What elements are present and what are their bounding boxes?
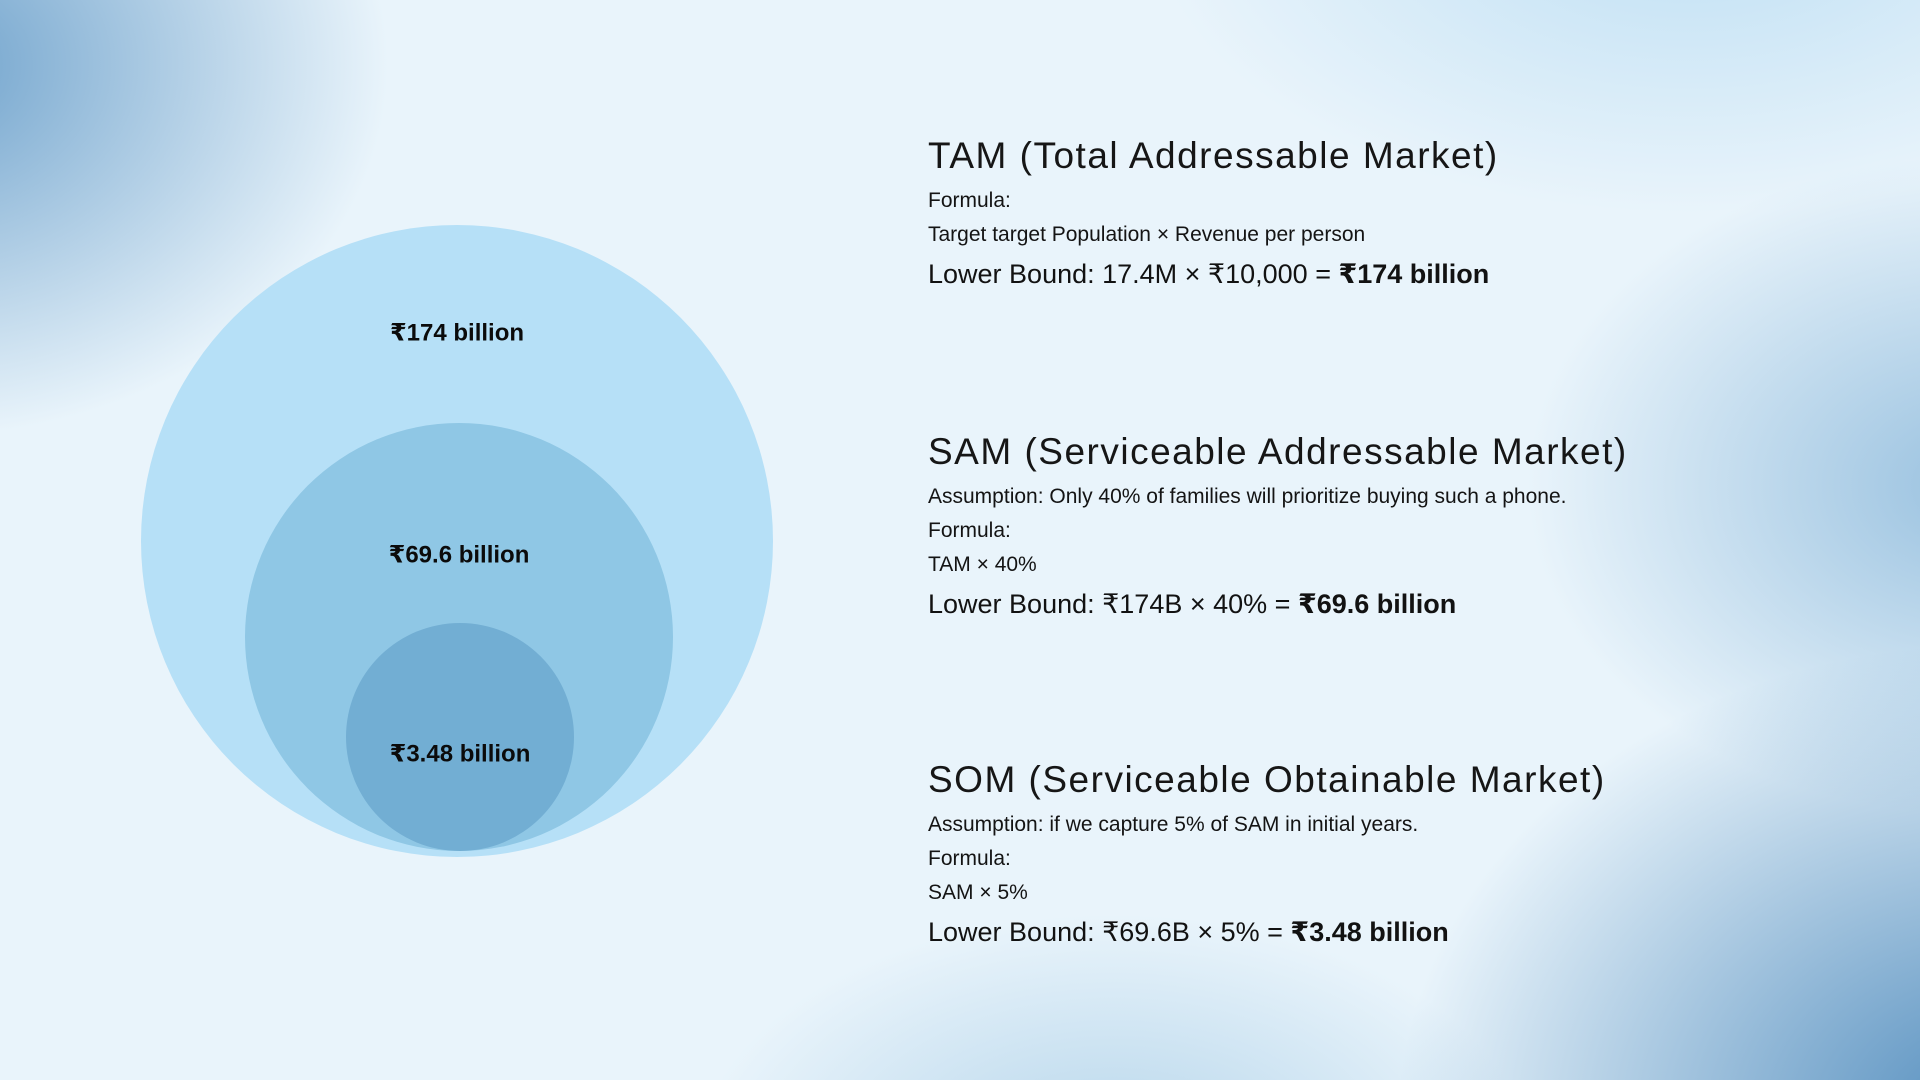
som-lower-bound-text: Lower Bound: ₹69.6B × 5% = (928, 917, 1291, 947)
som-assumption-text: Assumption: if we capture 5% of SAM in i… (928, 813, 1419, 836)
sam-formula-expression: TAM × 40% (928, 553, 1037, 576)
tam-formula-label: Formula: (928, 189, 1011, 212)
som-lower-bound: Lower Bound: ₹69.6B × 5% = ₹3.48 billion (928, 912, 1828, 952)
tam-heading: TAM (Total Addressable Market) (928, 135, 1499, 176)
som-value-label: ₹3.48 billion (389, 740, 531, 768)
sam-heading: SAM (Serviceable Addressable Market) (928, 431, 1628, 472)
explanation-column: TAM (Total Addressable Market) Formula: … (928, 0, 1828, 1080)
sam-lower-bound-text: Lower Bound: ₹174B × 40% = (928, 589, 1298, 619)
sam-assumption-text: Assumption: Only 40% of families will pr… (928, 485, 1567, 508)
som-circle (346, 623, 574, 851)
sam-lower-bound-value: ₹69.6 billion (1297, 589, 1457, 619)
sam-value-label: ₹69.6 billion (388, 541, 530, 569)
som-formula-label: Formula: (928, 847, 1011, 870)
tam-formula-expression: Target target Population × Revenue per p… (928, 223, 1366, 246)
tam-lower-bound: Lower Bound: 17.4M × ₹10,000 = ₹174 bill… (928, 254, 1828, 294)
sam-section: SAM (Serviceable Addressable Market) Ass… (928, 430, 1828, 624)
sam-formula-label: Formula: (928, 519, 1011, 542)
som-heading: SOM (Serviceable Obtainable Market) (928, 759, 1606, 800)
tam-value-label: ₹174 billion (389, 319, 525, 347)
tam-lower-bound-text: Lower Bound: 17.4M × ₹10,000 = (928, 259, 1339, 289)
som-formula-expression: SAM × 5% (928, 881, 1028, 904)
tam-lower-bound-value: ₹174 billion (1338, 259, 1490, 289)
som-section: SOM (Serviceable Obtainable Market) Assu… (928, 758, 1828, 952)
tam-sam-som-venn-diagram: ₹174 billion ₹69.6 billion ₹3.48 billion (0, 0, 900, 1080)
tam-section: TAM (Total Addressable Market) Formula: … (928, 134, 1828, 294)
som-lower-bound-value: ₹3.48 billion (1290, 917, 1449, 947)
sam-lower-bound: Lower Bound: ₹174B × 40% = ₹69.6 billion (928, 584, 1828, 624)
